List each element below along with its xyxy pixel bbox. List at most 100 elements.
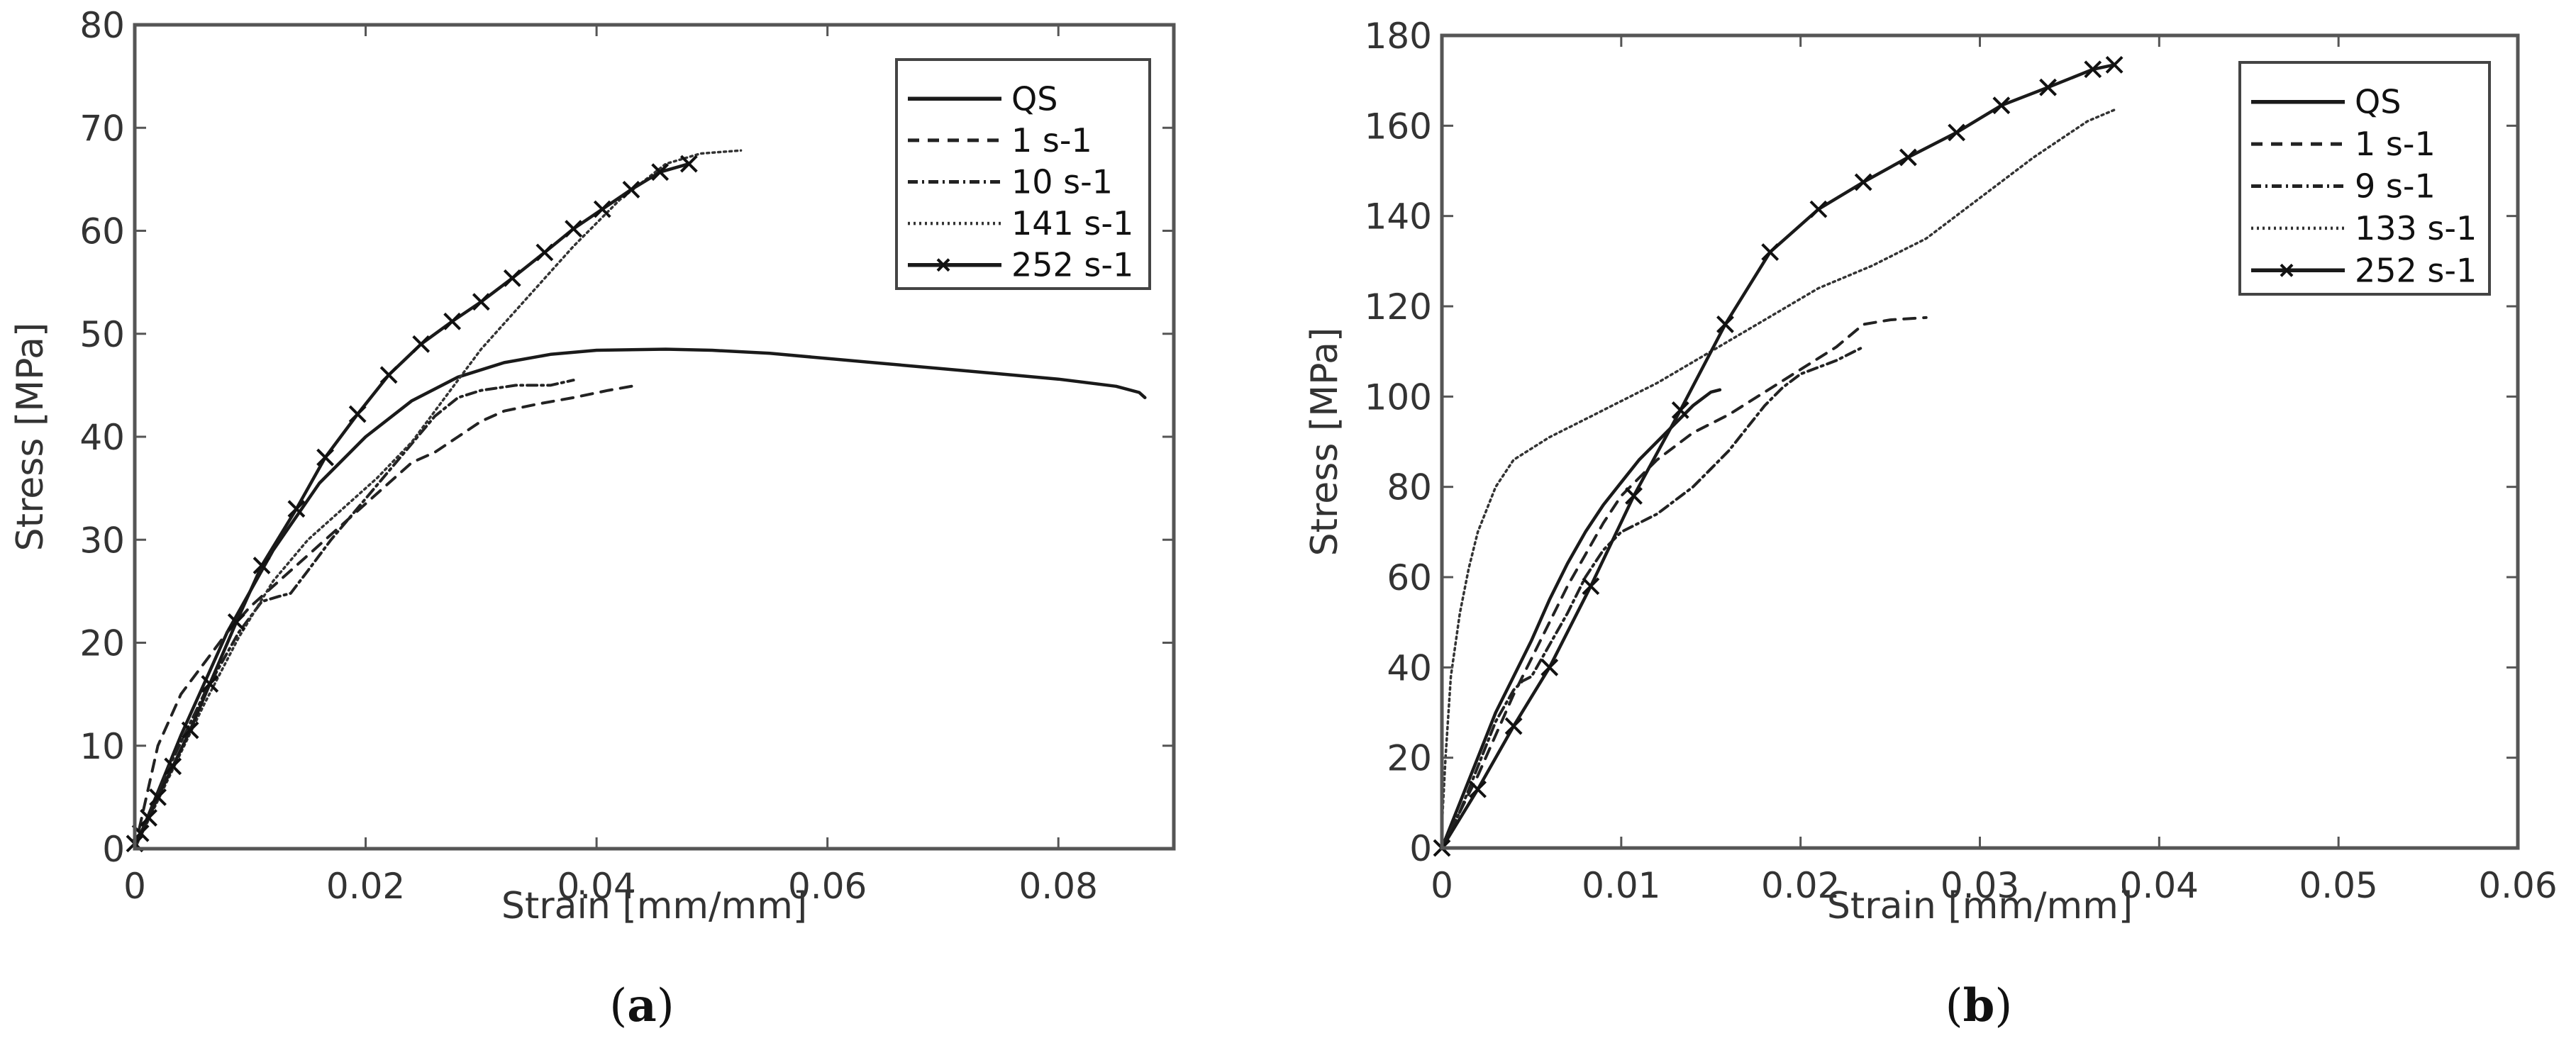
series-252-s-1	[1440, 63, 2116, 850]
x-marker-icon	[1809, 200, 1828, 218]
chart-a-y-axis-label: Stress [MPa]	[9, 323, 52, 552]
y-tick-label: 60	[1387, 557, 1432, 598]
chart-b-x-axis-label: Strain [mm/mm]	[1827, 885, 2133, 927]
y-tick-label: 160	[1365, 106, 1432, 147]
x-marker-icon	[140, 809, 157, 827]
legend-label: 1 s-1	[1011, 121, 1092, 160]
x-marker-icon	[2039, 78, 2057, 96]
y-tick-label: 100	[1365, 376, 1432, 418]
y-tick-label: 50	[79, 314, 125, 355]
caption-letter: b	[1963, 979, 1995, 1032]
chart-b: 0 0.01 0.02 0.03 0.04 0.05 0.06 0 20 40 60 80 100 120…	[1304, 16, 2558, 1032]
legend-label: 10 s-1	[1011, 163, 1113, 201]
x-marker-icon	[2105, 55, 2123, 74]
x-marker-icon	[348, 405, 367, 423]
x-marker-icon	[1671, 401, 1689, 419]
x-tick-label: 0.04	[557, 866, 635, 907]
chart-a: 0 0.02 0.04 0.06 0.08 0 10 20 30 40 50 60 70 80 QS1 s…	[9, 5, 1176, 1032]
legend-label: QS	[2355, 83, 2401, 121]
x-marker-icon	[1625, 486, 1643, 505]
chart-a-x-axis-label: Strain [mm/mm]	[501, 885, 807, 927]
x-marker-icon	[2084, 60, 2102, 79]
chart-b-ticks: 0 0.01 0.02 0.03 0.04 0.05 0.06 0 20 40 60 80 100 120…	[1365, 16, 2558, 906]
chart-a-caption: (a)	[609, 979, 674, 1032]
x-marker-icon	[622, 180, 640, 199]
y-tick-label: 180	[1365, 16, 1432, 57]
y-tick-label: 60	[79, 211, 125, 252]
caption-letter: a	[627, 979, 656, 1032]
x-marker-icon	[1948, 123, 1966, 142]
x-marker-icon	[287, 500, 306, 518]
legend-label: 133 s-1	[2355, 209, 2477, 247]
series-10-s-1	[133, 379, 575, 850]
y-tick-label: 10	[79, 726, 125, 767]
x-marker-icon	[181, 721, 199, 740]
x-tick-label: 0.06	[2478, 865, 2557, 906]
x-tick-label: 0.02	[326, 866, 405, 907]
x-marker-icon	[651, 163, 670, 182]
chart-a-ticks: 0 0.02 0.04 0.06 0.08 0 10 20 30 40 50 60 70 80	[79, 5, 1174, 907]
x-tick-label: 0	[123, 866, 146, 907]
chart-b-caption: (b)	[1945, 979, 2013, 1032]
series-9-s-1	[1440, 345, 1865, 849]
series-1-s-1	[133, 384, 639, 850]
x-marker-icon	[149, 788, 167, 806]
x-marker-icon	[535, 243, 554, 262]
y-tick-label: 80	[79, 5, 125, 46]
x-tick-label: 0.08	[1019, 866, 1098, 907]
y-tick-label: 20	[1387, 738, 1432, 779]
y-tick-label: 20	[79, 623, 125, 664]
x-marker-icon	[412, 335, 431, 353]
x-marker-icon	[593, 200, 611, 218]
legend-label: 252 s-1	[2355, 251, 2477, 289]
x-tick-label: 0	[1431, 865, 1453, 906]
legend-x-marker-icon	[2280, 263, 2294, 277]
x-tick-label: 0.01	[1582, 865, 1660, 906]
x-marker-icon	[252, 557, 271, 574]
x-marker-icon	[472, 293, 490, 311]
x-marker-icon	[679, 155, 698, 173]
series-141-s-1	[133, 149, 743, 850]
series-1-s-1	[1440, 316, 1928, 849]
y-tick-label: 40	[79, 417, 125, 458]
legend-label: 9 s-1	[2355, 167, 2436, 206]
x-tick-label: 0.05	[2299, 865, 2378, 906]
x-marker-icon	[1716, 316, 1734, 333]
chart-a-series	[126, 149, 1147, 853]
y-tick-label: 80	[1387, 467, 1432, 508]
series-252-s-1	[133, 162, 691, 845]
series-qs	[133, 347, 1147, 851]
legend-label: QS	[1011, 79, 1057, 118]
x-marker-icon	[1582, 577, 1600, 596]
x-marker-icon	[565, 220, 582, 238]
x-marker-icon	[1540, 658, 1559, 676]
chart-b-y-axis-label: Stress [MPa]	[1304, 328, 1346, 557]
x-tick-label: 0.03	[1941, 865, 2019, 906]
x-marker-icon	[1469, 780, 1487, 798]
series-qs	[1440, 388, 1722, 850]
x-tick-label: 0.06	[788, 866, 867, 907]
x-marker-icon	[1761, 243, 1780, 262]
y-tick-label: 0	[1409, 828, 1432, 869]
legend-label: 1 s-1	[2355, 125, 2436, 163]
y-tick-label: 0	[102, 829, 125, 870]
y-tick-label: 40	[1387, 647, 1432, 688]
x-marker-icon	[1899, 148, 1917, 167]
series-133-s-1	[1440, 108, 2116, 827]
x-marker-icon	[201, 675, 219, 693]
legend-x-marker-icon	[936, 258, 950, 272]
legend-label: 141 s-1	[1011, 204, 1133, 242]
y-tick-label: 70	[79, 108, 125, 149]
x-tick-label: 0.04	[2120, 865, 2199, 906]
x-marker-icon	[443, 312, 462, 330]
y-tick-label: 140	[1365, 196, 1432, 238]
x-marker-icon	[227, 613, 245, 631]
x-marker-icon	[379, 366, 398, 384]
x-marker-icon	[1854, 173, 1872, 191]
x-marker-icon	[1504, 717, 1523, 735]
x-marker-icon	[316, 448, 334, 467]
x-marker-icon	[503, 269, 521, 287]
